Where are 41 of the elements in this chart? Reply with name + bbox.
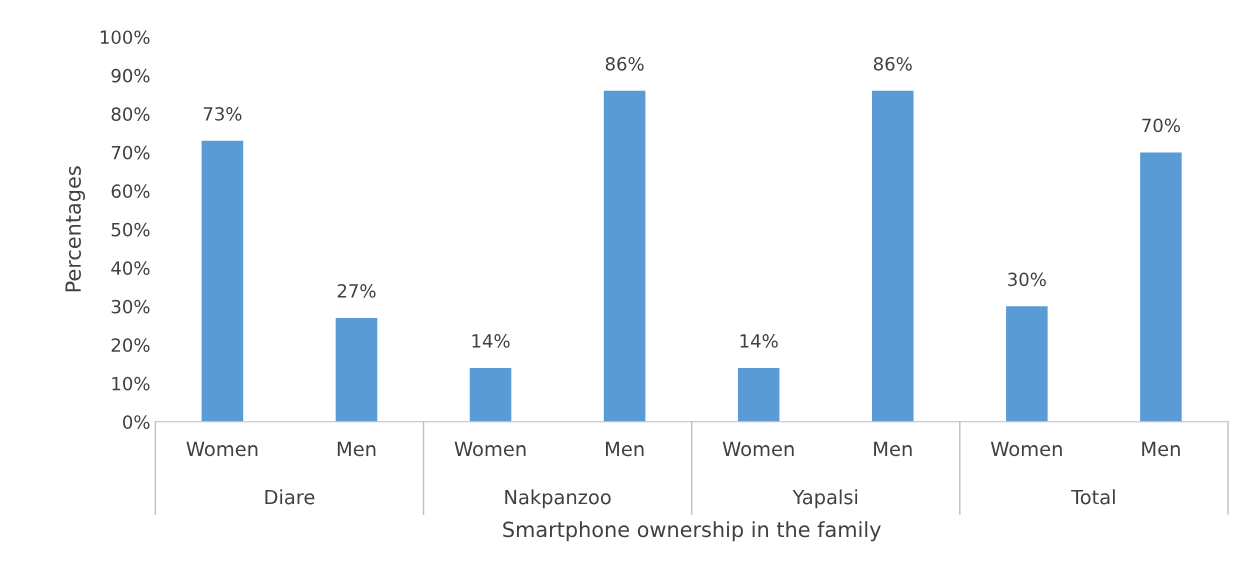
- y-axis-title: Percentages: [65, 166, 85, 292]
- y-tick-label: 20%: [111, 338, 150, 352]
- x-tick-label: Women: [722, 441, 794, 457]
- x-tick-label: Women: [990, 441, 1062, 457]
- x-axis-title: Smartphone ownership in the family: [503, 521, 881, 542]
- data-label: 14%: [472, 334, 510, 348]
- bar: [603, 90, 646, 422]
- x-tick-label: Men: [874, 441, 912, 457]
- data-label: 73%: [203, 107, 242, 121]
- data-label: 14%: [740, 334, 778, 348]
- y-tick-label: 50%: [111, 222, 150, 237]
- y-tick-label: 60%: [111, 184, 150, 198]
- data-label: 86%: [873, 56, 912, 71]
- x-tick-label: Women: [186, 441, 258, 457]
- y-tick-label: 80%: [111, 107, 150, 122]
- bar: [871, 90, 914, 422]
- text: Nakpanzoo: [505, 489, 611, 509]
- x-tick-label: Men: [1142, 441, 1180, 457]
- y-tick-label: 70%: [111, 145, 150, 160]
- y-tick-label: 100%: [100, 30, 150, 45]
- text: Diare: [265, 489, 315, 505]
- bar: [1006, 306, 1048, 422]
- y-tick-label: 90%: [111, 68, 150, 83]
- text: Total: [1071, 489, 1115, 505]
- y-tick-label: 40%: [111, 261, 150, 275]
- bar: [335, 317, 378, 422]
- bar: [469, 367, 512, 422]
- data-label: 70%: [1142, 118, 1180, 133]
- x-tick-label: Women: [454, 441, 526, 457]
- y-tick-label: 30%: [111, 299, 150, 314]
- bar: [1140, 152, 1182, 422]
- text: Yapalsi: [792, 489, 858, 509]
- data-label: 27%: [337, 284, 376, 298]
- bar: [201, 140, 244, 422]
- data-label: 86%: [605, 56, 644, 71]
- data-label: 30%: [1008, 272, 1046, 287]
- x-tick-label: Men: [606, 441, 644, 457]
- bar: [737, 367, 780, 422]
- y-tick-label: 10%: [112, 376, 150, 391]
- y-tick-label: 0%: [123, 415, 150, 429]
- x-tick-label: Men: [337, 441, 376, 457]
